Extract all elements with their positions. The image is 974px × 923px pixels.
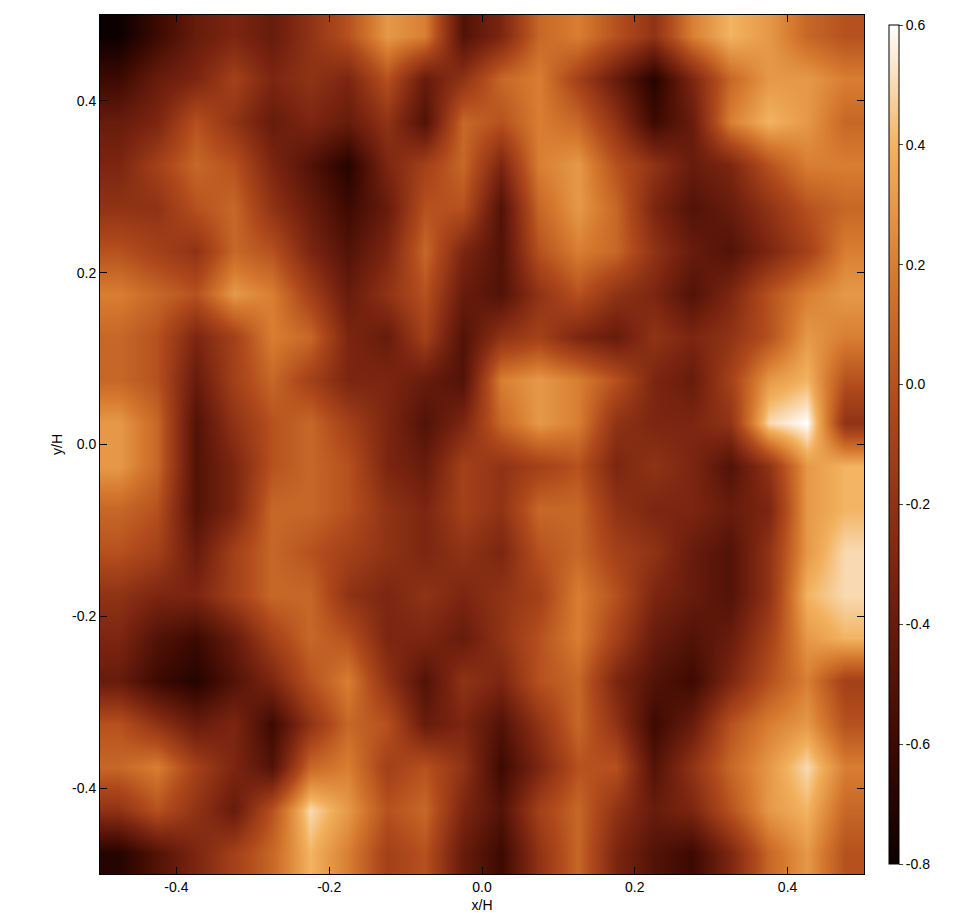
svg-text:-0.2: -0.2 xyxy=(317,879,341,895)
svg-text:x/H: x/H xyxy=(472,897,493,913)
svg-text:-0.4: -0.4 xyxy=(906,616,930,632)
svg-text:-0.4: -0.4 xyxy=(72,780,96,796)
svg-text:0.4: 0.4 xyxy=(906,137,926,153)
svg-text:0.0: 0.0 xyxy=(906,376,926,392)
svg-text:-0.2: -0.2 xyxy=(906,496,930,512)
svg-text:0.4: 0.4 xyxy=(778,879,798,895)
svg-text:0.0: 0.0 xyxy=(472,879,492,895)
svg-text:0.0: 0.0 xyxy=(77,436,97,452)
svg-text:-0.2: -0.2 xyxy=(72,608,96,624)
svg-text:0.4: 0.4 xyxy=(77,93,97,109)
svg-text:0.6: 0.6 xyxy=(906,17,926,33)
svg-text:y/H: y/H xyxy=(49,434,65,455)
svg-text:0.2: 0.2 xyxy=(906,257,926,273)
svg-text:-0.4: -0.4 xyxy=(164,879,188,895)
svg-text:0.2: 0.2 xyxy=(77,265,97,281)
svg-text:-0.6: -0.6 xyxy=(906,736,930,752)
svg-text:0.2: 0.2 xyxy=(625,879,645,895)
svg-text:-0.8: -0.8 xyxy=(906,856,930,872)
